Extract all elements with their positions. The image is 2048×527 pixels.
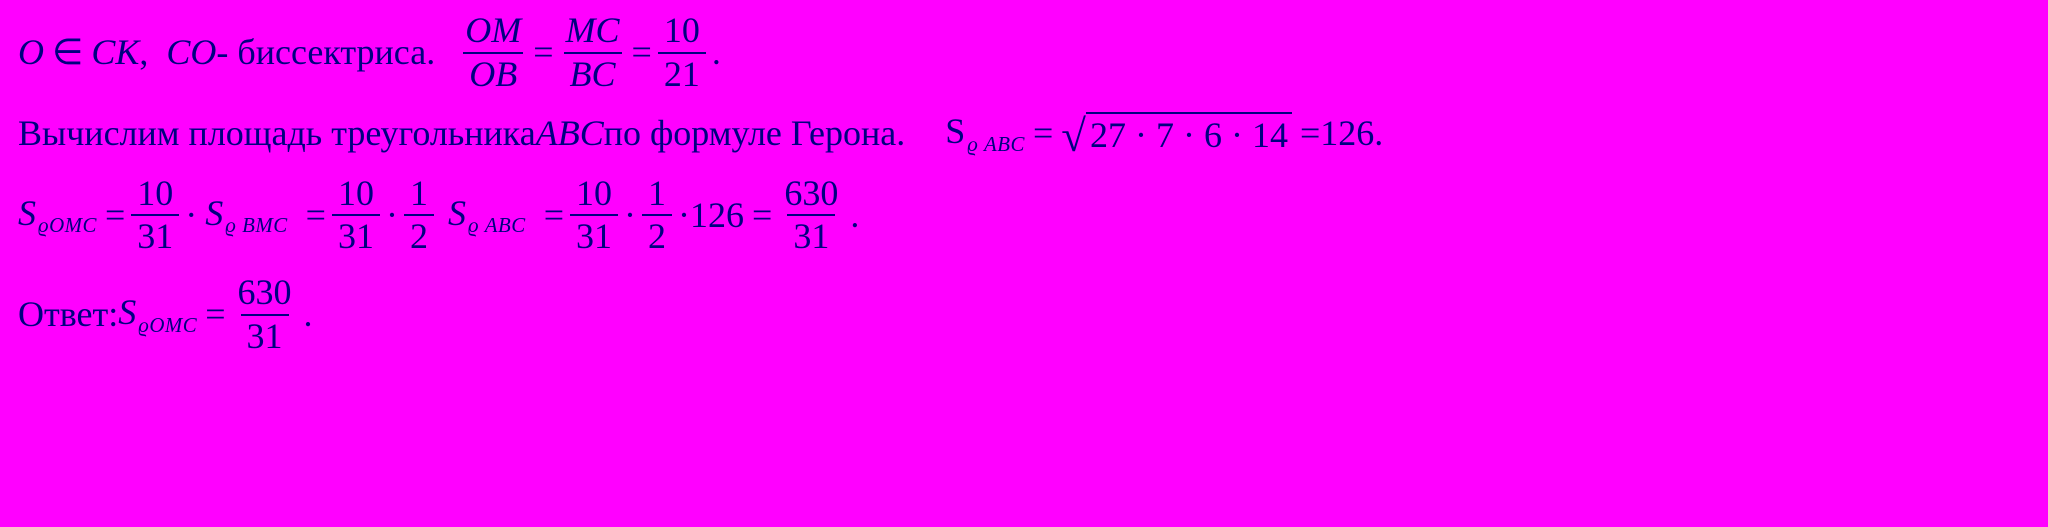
S-letter: S — [18, 193, 36, 233]
frac-den: 31 — [131, 214, 179, 256]
element-of: ∈ — [52, 33, 83, 73]
triangle-ABC: ABC — [536, 114, 604, 154]
period: . — [1374, 114, 1383, 154]
frac-10-21: 10 21 — [658, 12, 706, 94]
text-bisector: - биссектриса. — [216, 33, 435, 73]
period: . — [850, 196, 859, 236]
equals: = — [205, 295, 225, 335]
frac-num: 630 — [232, 274, 298, 314]
S-sub: ϱ ABC — [965, 132, 1025, 156]
frac-den: 2 — [642, 214, 672, 256]
equals: = — [105, 196, 125, 236]
S-bmc: Sϱ BMC — [205, 194, 287, 237]
text-heron: по формуле Герона. — [604, 114, 905, 154]
dot: · — [678, 196, 690, 236]
dot: · — [386, 196, 398, 236]
frac-1-2: 1 2 — [404, 175, 434, 257]
frac-OM-OB: OM OB — [459, 12, 527, 94]
var-O: O — [18, 33, 44, 73]
frac-10-31c: 10 31 — [570, 175, 618, 257]
equals: = — [632, 33, 652, 73]
frac-num: 630 — [778, 175, 844, 215]
S-omc-ans: SϱOMC — [118, 293, 197, 336]
frac-630-31: 630 31 — [778, 175, 844, 257]
frac-den: BC — [564, 52, 622, 94]
dot: · — [185, 196, 197, 236]
frac-num: 10 — [570, 175, 618, 215]
equals: = — [1033, 114, 1053, 154]
S-letter: S — [448, 193, 466, 233]
equals: = — [544, 196, 564, 236]
frac-630-31b: 630 31 — [232, 274, 298, 356]
text-compute-area: Вычислим площадь треугольника — [18, 114, 536, 154]
frac-den: 31 — [241, 314, 289, 356]
frac-den: 31 — [570, 214, 618, 256]
equals: = — [1300, 114, 1320, 154]
frac-num: MC — [560, 12, 626, 52]
frac-num: 1 — [642, 175, 672, 215]
S-sub: ϱ ABC — [466, 213, 526, 237]
frac-num: OM — [459, 12, 527, 52]
frac-den: 21 — [658, 52, 706, 94]
period: . — [304, 295, 313, 335]
dot: · — [624, 196, 636, 236]
equals: = — [306, 196, 326, 236]
equals: = — [752, 196, 772, 236]
equals: = — [533, 33, 553, 73]
frac-num: 10 — [332, 175, 380, 215]
frac-num: 1 — [404, 175, 434, 215]
sqrt: √ 27 · 7 · 6 · 14 — [1061, 112, 1292, 157]
frac-den: 2 — [404, 214, 434, 256]
line-4: Ответ: SϱOMC = 630 31 . — [18, 274, 2030, 356]
frac-10-31: 10 31 — [131, 175, 179, 257]
frac-num: 10 — [658, 12, 706, 52]
line-2: Вычислим площадь треугольника ABC по фор… — [18, 112, 2030, 157]
line-3: SϱOMC = 10 31 · Sϱ BMC = 10 31 · 1 2 Sϱ … — [18, 175, 2030, 257]
seg-CK: CK — [91, 33, 139, 73]
S-letter: S — [205, 193, 223, 233]
value-126b: 126 — [690, 196, 744, 236]
S-abc: Sϱ ABC — [945, 112, 1025, 155]
S-sub: ϱOMC — [36, 213, 97, 237]
S-omc: SϱOMC — [18, 194, 97, 237]
value-126: 126 — [1320, 114, 1374, 154]
frac-10-31b: 10 31 — [332, 175, 380, 257]
S-sub: ϱOMC — [136, 313, 197, 337]
frac-num: 10 — [131, 175, 179, 215]
answer-label: Ответ: — [18, 295, 118, 335]
frac-den: OB — [463, 52, 523, 94]
seg-CO: CO — [166, 33, 216, 73]
period: . — [712, 33, 721, 73]
frac-den: 31 — [332, 214, 380, 256]
comma: , — [139, 33, 148, 73]
frac-MC-BC: MC BC — [560, 12, 626, 94]
frac-den: 31 — [787, 214, 835, 256]
S-letter: S — [945, 111, 965, 151]
S-abc2: Sϱ ABC — [448, 194, 526, 237]
S-letter: S — [118, 292, 136, 332]
math-solution-block: O ∈ CK , CO - биссектриса. OM OB = MC BC… — [0, 0, 2048, 356]
radicand: 27 · 7 · 6 · 14 — [1086, 112, 1292, 157]
frac-1-2b: 1 2 — [642, 175, 672, 257]
line-1: O ∈ CK , CO - биссектриса. OM OB = MC BC… — [18, 12, 2030, 94]
S-sub: ϱ BMC — [223, 213, 287, 237]
radical-icon: √ — [1061, 114, 1086, 159]
